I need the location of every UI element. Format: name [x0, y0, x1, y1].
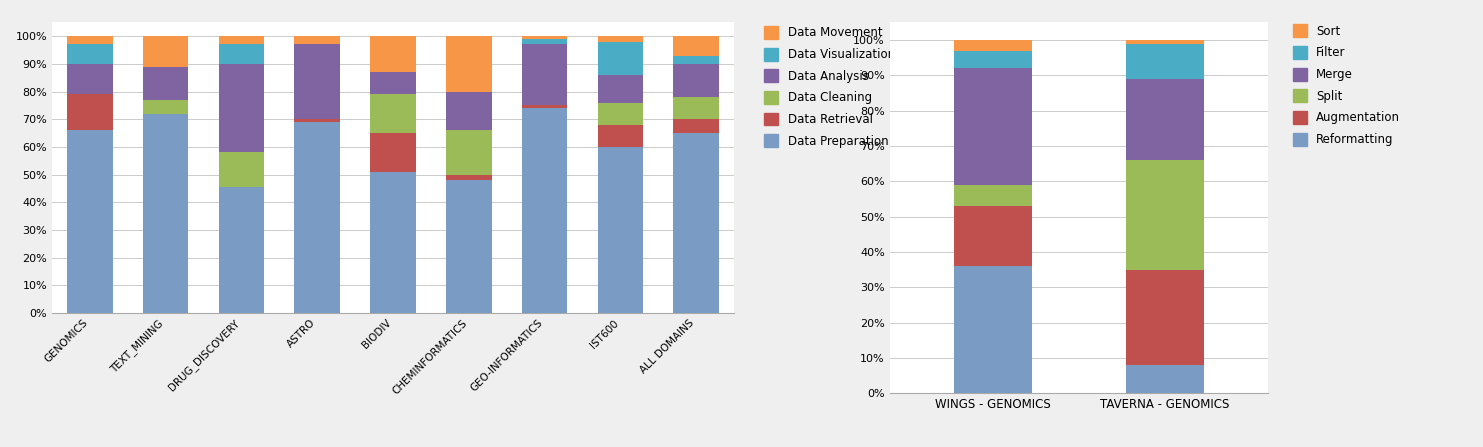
Bar: [522, 108, 568, 313]
Bar: [673, 97, 719, 119]
Bar: [295, 45, 340, 119]
Bar: [673, 133, 719, 313]
Bar: [371, 72, 415, 94]
Bar: [446, 36, 491, 92]
Bar: [218, 36, 264, 44]
Bar: [446, 174, 491, 180]
Bar: [67, 36, 113, 45]
Bar: [371, 36, 415, 72]
Bar: [295, 36, 340, 45]
Bar: [371, 133, 415, 172]
Bar: [1126, 270, 1204, 365]
Bar: [67, 130, 113, 313]
Bar: [598, 36, 644, 42]
Bar: [142, 36, 188, 67]
Bar: [67, 45, 113, 64]
Bar: [371, 94, 415, 133]
Bar: [142, 100, 188, 114]
Bar: [1126, 79, 1204, 160]
Bar: [673, 36, 719, 55]
Legend: Data Movement, Data Visualization, Data Analysis, Data Cleaning, Data Retrieval,: Data Movement, Data Visualization, Data …: [761, 22, 899, 151]
Bar: [295, 122, 340, 313]
Bar: [1126, 40, 1204, 43]
Bar: [371, 172, 415, 313]
Bar: [598, 75, 644, 103]
Bar: [1126, 43, 1204, 79]
Bar: [446, 92, 491, 130]
Bar: [67, 94, 113, 130]
Bar: [1126, 365, 1204, 393]
Bar: [522, 36, 568, 39]
Bar: [142, 114, 188, 313]
Bar: [446, 180, 491, 313]
Bar: [142, 67, 188, 100]
Bar: [954, 51, 1032, 68]
Bar: [954, 68, 1032, 185]
Bar: [67, 64, 113, 94]
Bar: [673, 55, 719, 64]
Bar: [598, 42, 644, 75]
Bar: [673, 119, 719, 133]
Bar: [954, 185, 1032, 206]
Bar: [218, 152, 264, 187]
Bar: [522, 105, 568, 108]
Bar: [522, 45, 568, 105]
Bar: [295, 119, 340, 122]
Bar: [598, 147, 644, 313]
Bar: [598, 125, 644, 147]
Bar: [954, 206, 1032, 266]
Bar: [218, 44, 264, 64]
Bar: [446, 130, 491, 174]
Bar: [1126, 160, 1204, 270]
Legend: Sort, Filter, Merge, Split, Augmentation, Reformatting: Sort, Filter, Merge, Split, Augmentation…: [1289, 21, 1404, 150]
Bar: [218, 64, 264, 152]
Bar: [598, 103, 644, 125]
Bar: [218, 187, 264, 313]
Bar: [673, 64, 719, 97]
Bar: [954, 266, 1032, 393]
Bar: [954, 40, 1032, 51]
Bar: [522, 39, 568, 45]
